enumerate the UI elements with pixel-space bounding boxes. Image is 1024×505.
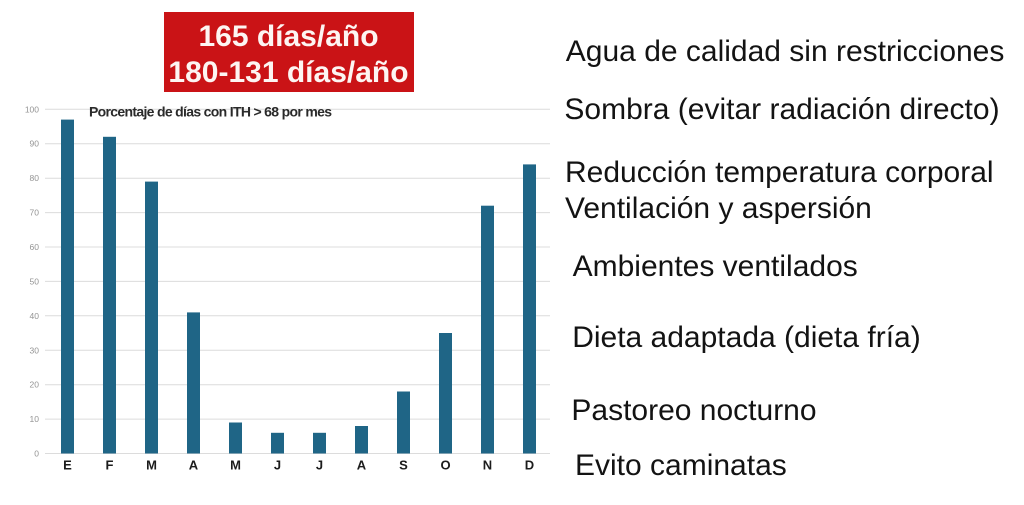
svg-text:100: 100 (25, 104, 39, 114)
svg-text:70: 70 (30, 208, 40, 218)
svg-text:60: 60 (30, 242, 40, 252)
svg-text:10: 10 (30, 414, 40, 424)
svg-text:S: S (399, 458, 408, 473)
svg-text:N: N (483, 458, 492, 473)
svg-text:90: 90 (30, 139, 40, 149)
svg-text:D: D (525, 458, 534, 473)
svg-text:F: F (106, 458, 114, 473)
svg-text:80: 80 (30, 173, 40, 183)
svg-text:A: A (357, 458, 367, 473)
svg-text:M: M (146, 458, 157, 473)
svg-text:O: O (440, 458, 450, 473)
svg-text:J: J (274, 458, 281, 473)
svg-text:E: E (63, 458, 72, 473)
svg-text:20: 20 (30, 380, 40, 390)
svg-text:J: J (316, 458, 323, 473)
svg-text:0: 0 (34, 449, 39, 459)
svg-text:30: 30 (30, 345, 40, 355)
svg-text:M: M (230, 458, 241, 473)
svg-text:40: 40 (30, 311, 40, 321)
svg-text:50: 50 (30, 276, 40, 286)
svg-text:A: A (189, 458, 199, 473)
svg-text:Porcentaje de días con ITH > 6: Porcentaje de días con ITH > 68 por mes (89, 103, 332, 119)
